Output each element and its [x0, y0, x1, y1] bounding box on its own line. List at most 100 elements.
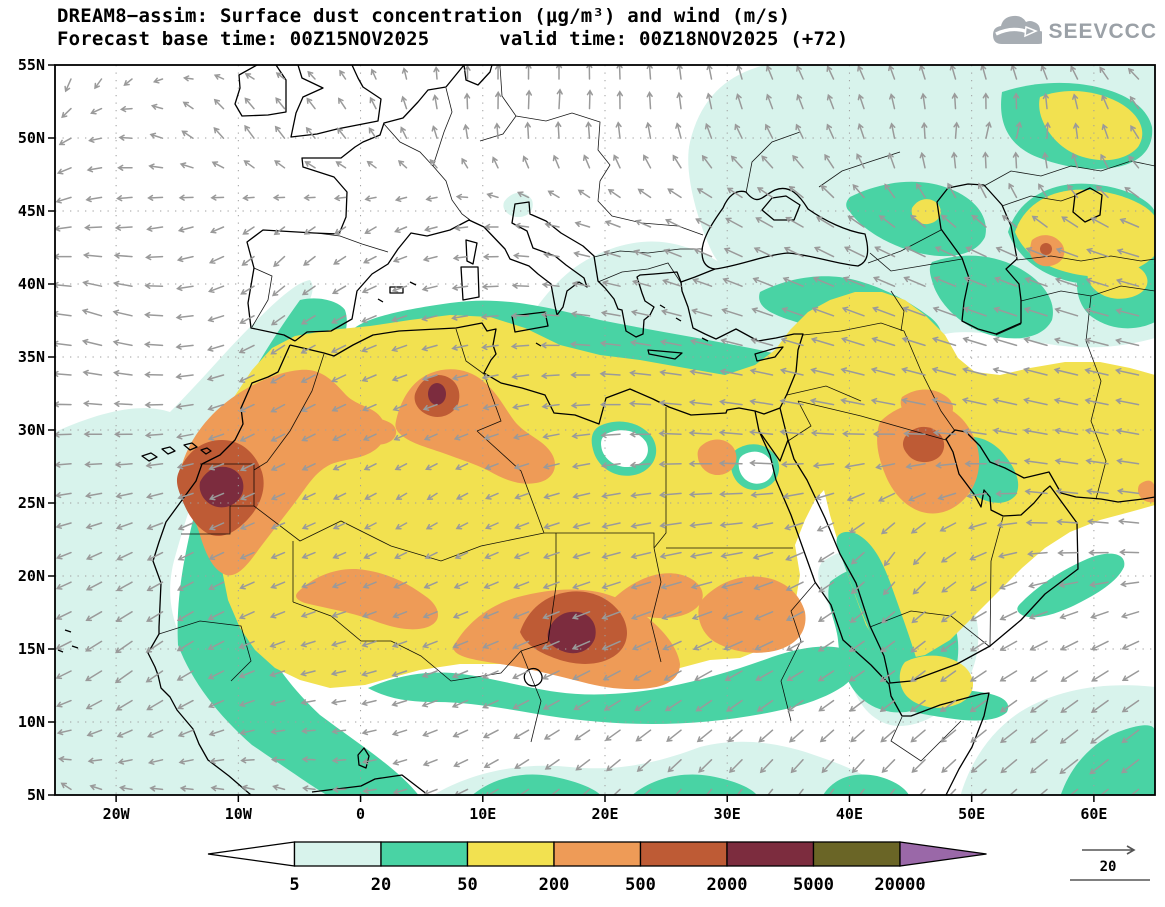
- dust-region-500-2000: [1040, 243, 1052, 255]
- border-ukraine: [745, 131, 901, 194]
- dust-region-2000-5000: [547, 611, 596, 654]
- y-tick-label: 30N: [18, 421, 45, 439]
- dust-concentration-fills: [55, 65, 1155, 795]
- dust-region-below-5-holes: [601, 430, 648, 468]
- y-tick-label: 10N: [18, 713, 45, 731]
- legend-cell: [553, 841, 642, 867]
- dust-region-200-500: [900, 389, 954, 425]
- chart-subtitle: Forecast base time: 00Z15NOV2025 valid t…: [57, 28, 849, 50]
- y-tick-label: 20N: [18, 567, 45, 585]
- wind-arrow-field: [55, 65, 1140, 795]
- y-tick-label: 55N: [18, 56, 45, 74]
- dust-region-50-200: [911, 199, 941, 225]
- dust-region-20-50: [929, 255, 1053, 339]
- dust-region-2000-5000: [199, 466, 244, 508]
- coast-west-europe: [246, 65, 465, 342]
- coast-denmark: [463, 65, 493, 86]
- border-caucasus: [867, 229, 963, 272]
- dust-region-500-2000: [902, 426, 945, 463]
- x-tick-label: 40E: [836, 805, 863, 823]
- dust-region-20-50-inner: [823, 774, 909, 795]
- dust-region-2000-5000: [428, 383, 446, 405]
- legend-level-label: 2000: [707, 875, 748, 895]
- x-tick-label: 10E: [469, 805, 496, 823]
- x-tick-label: 20E: [591, 805, 618, 823]
- y-tick-label: 15N: [18, 640, 45, 658]
- dust-region-200-500: [610, 573, 703, 619]
- dust-region-20-50-inner: [472, 774, 601, 795]
- cloud-arrow: [1024, 25, 1039, 38]
- legend-level-label: 500: [625, 875, 656, 895]
- border-central-europe: [479, 65, 573, 142]
- legend-level-label: 5: [289, 875, 299, 895]
- dust-region-20-50-inner: [632, 774, 757, 795]
- islands-cape-verde: [57, 629, 79, 653]
- islands-canary: [141, 442, 212, 462]
- legend-level-label: 200: [539, 875, 570, 895]
- border-iran-east: [995, 285, 1155, 500]
- x-tick-label: 30E: [714, 805, 741, 823]
- border-yemen-oman: [869, 516, 1004, 648]
- coast-mediterranean-north: [294, 201, 716, 342]
- island-crete: [647, 349, 683, 360]
- island-corsica: [465, 239, 478, 265]
- border-arabia-north: [786, 385, 947, 442]
- wind-reference: 20: [1070, 845, 1150, 881]
- chart-title: DREAM8−assim: Surface dust concentration…: [57, 5, 791, 27]
- islands-aegean-malta: [535, 304, 709, 347]
- islands-balearic: [377, 281, 417, 303]
- dust-region-50-200-somalia: [899, 655, 974, 708]
- dust-region-2000-5000: [199, 383, 596, 654]
- y-tick-label: 40N: [18, 275, 45, 293]
- island-sardinia: [460, 266, 480, 301]
- coast-crimea: [761, 195, 801, 221]
- dust-region-20-50-inner: [1017, 553, 1125, 618]
- border-iberia: [251, 267, 273, 328]
- coast-red-sea-west-somalia: [758, 430, 990, 795]
- dust-region-50-200-somalia: [899, 655, 974, 708]
- y-tick-label: 50N: [18, 129, 45, 147]
- dust-region-5-20: [503, 192, 533, 218]
- legend-right-arrow: [899, 841, 987, 867]
- logo-text: SEEVCCC: [1048, 20, 1157, 43]
- border-nw-africa: [181, 353, 545, 602]
- border-balkans: [571, 112, 704, 284]
- dust-region-50-200: [1039, 90, 1143, 161]
- wind-reference-arrow: [1082, 845, 1136, 855]
- axis-ticks: [48, 64, 1095, 802]
- wind-arrows: [55, 65, 1140, 795]
- x-tick-label: 50E: [958, 805, 985, 823]
- x-tick-label: 20W: [103, 805, 131, 823]
- dust-region-below-5-holes: [738, 451, 774, 484]
- border-sahel: [158, 601, 549, 743]
- border-sahara: [455, 328, 793, 663]
- legend-level-label: 5000: [793, 875, 834, 895]
- coast-britain: [290, 65, 382, 138]
- dust-region-200-500: [1138, 480, 1155, 503]
- x-tick-label: 10W: [225, 805, 253, 823]
- axis-labels: 20W 10W 0 10E 20E 30E 40E 50E 60E 55N 50N 45N 40N 35N…: [18, 56, 1108, 823]
- dust-region-200-500: [352, 418, 397, 445]
- island-cyprus: [754, 346, 784, 362]
- legend-level-label: 20: [371, 875, 391, 895]
- legend-cell: [812, 841, 901, 867]
- seevccc-logo: SEEVCCC: [990, 12, 1157, 52]
- legend-cell: [380, 841, 469, 867]
- border-pyrenees: [315, 232, 389, 253]
- color-legend: 5 20 50 200 500 2000 5000 20000: [207, 841, 987, 895]
- legend-cell: [639, 841, 728, 867]
- legend-level-label: 20000: [874, 875, 925, 895]
- island-sicily: [511, 311, 549, 333]
- legend-left-arrow: [207, 841, 296, 867]
- y-tick-label: 45N: [18, 202, 45, 220]
- coast-levant-north-africa: [289, 281, 804, 425]
- cloud-logo-icon: [993, 15, 1043, 44]
- coast-gulf-of-guinea: [311, 774, 429, 795]
- legend-cell: [293, 841, 382, 867]
- legend-cell: [466, 841, 555, 867]
- x-tick-label: 0: [356, 805, 365, 823]
- dust-region-5-20: [55, 280, 422, 795]
- legend-cell: [726, 841, 815, 867]
